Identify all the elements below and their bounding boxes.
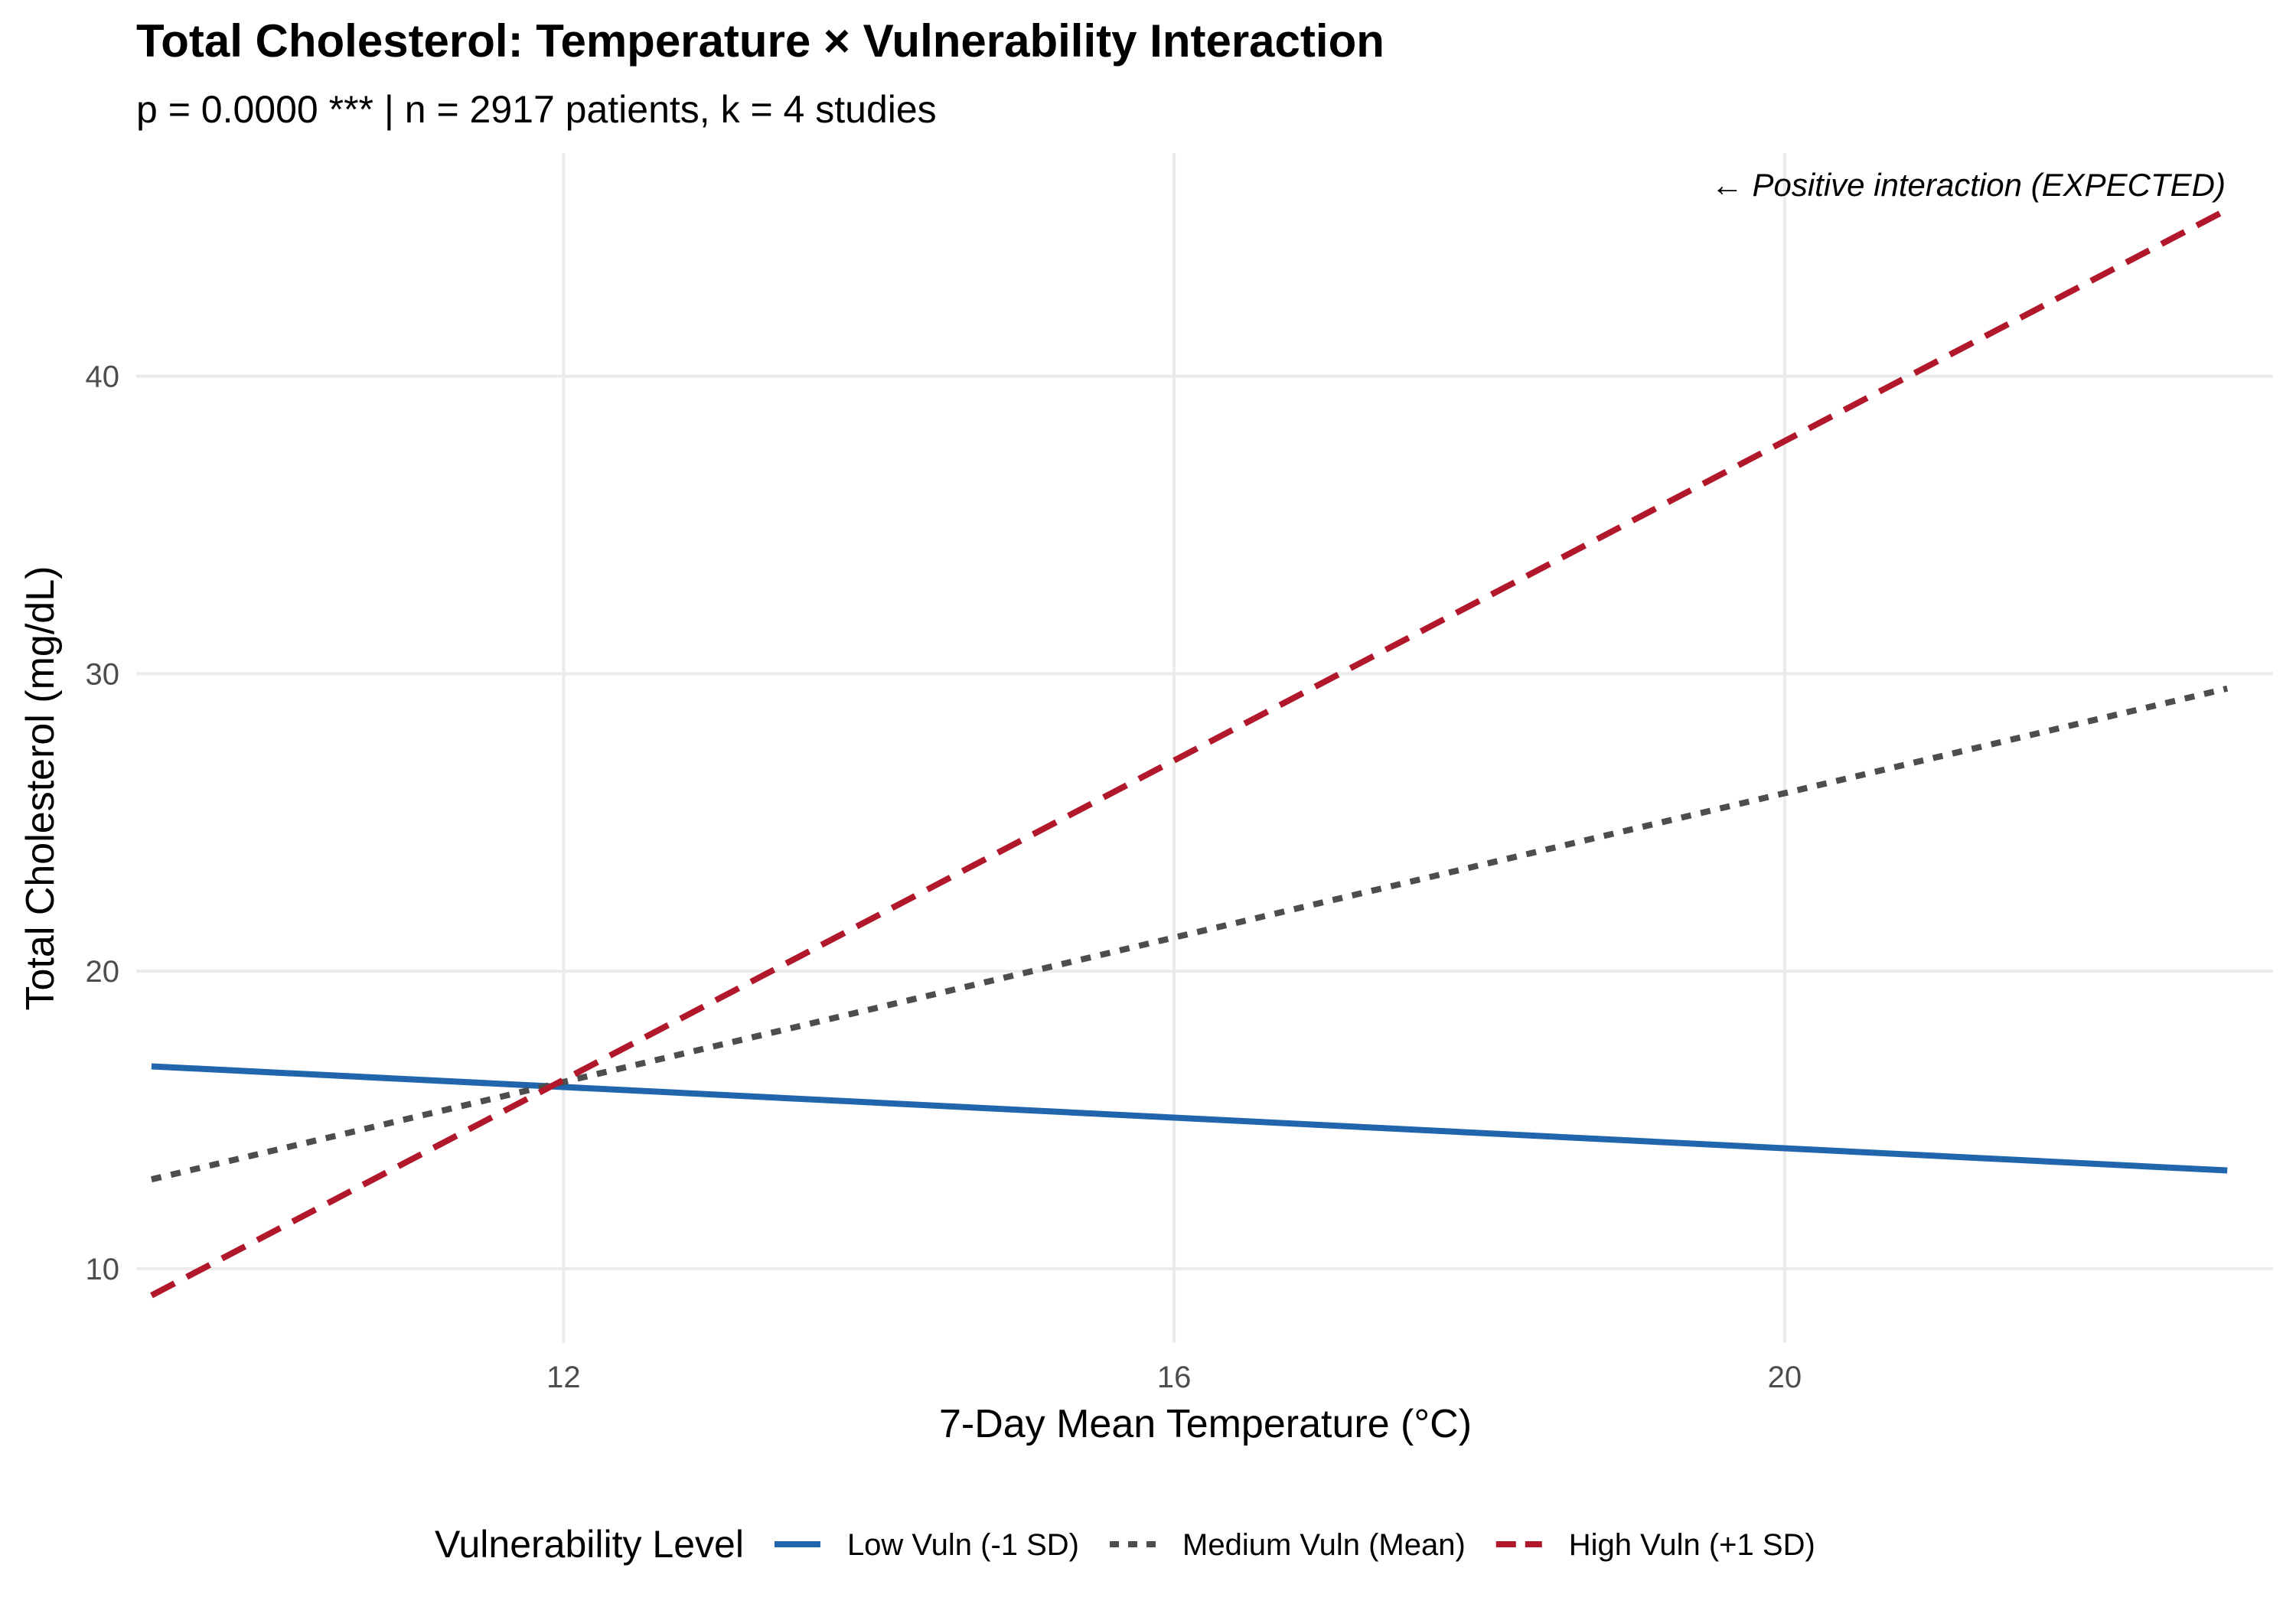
x-axis-title: 7-Day Mean Temperature (°C) bbox=[939, 1402, 1472, 1446]
x-tick-label: 12 bbox=[546, 1361, 581, 1394]
interaction-annotation: ← Positive interaction (EXPECTED) bbox=[1711, 167, 2226, 203]
y-tick-label: 10 bbox=[86, 1253, 120, 1286]
axis-ticks: 12 16 20 10 20 30 40 bbox=[86, 360, 1802, 1394]
series-line-1 bbox=[151, 1063, 2228, 1174]
grid bbox=[136, 153, 2273, 1343]
legend-label-2: Medium Vuln (Mean) bbox=[1182, 1528, 1466, 1562]
chart-title: Total Cholesterol: Temperature × Vulnera… bbox=[136, 15, 1384, 67]
series-line-3 bbox=[150, 207, 2229, 1299]
y-tick-label: 20 bbox=[86, 955, 120, 989]
chart-subtitle: p = 0.0000 *** | n = 2917 patients, k = … bbox=[136, 88, 937, 131]
y-axis-title: Total Cholesterol (mg/dL) bbox=[18, 566, 63, 1011]
x-tick-label: 16 bbox=[1157, 1361, 1192, 1394]
legend-label-1: Low Vuln (-1 SD) bbox=[847, 1528, 1079, 1562]
y-tick-label: 30 bbox=[86, 657, 120, 691]
legend-label-3: High Vuln (+1 SD) bbox=[1569, 1528, 1815, 1562]
legend-title: Vulnerability Level bbox=[435, 1523, 744, 1566]
series-line-2 bbox=[151, 685, 2229, 1183]
legend: Vulnerability Level Low Vuln (-1 SD) Medi… bbox=[435, 1523, 1815, 1566]
x-tick-label: 20 bbox=[1768, 1361, 1802, 1394]
plot-series bbox=[150, 207, 2229, 1299]
y-tick-label: 40 bbox=[86, 360, 120, 394]
